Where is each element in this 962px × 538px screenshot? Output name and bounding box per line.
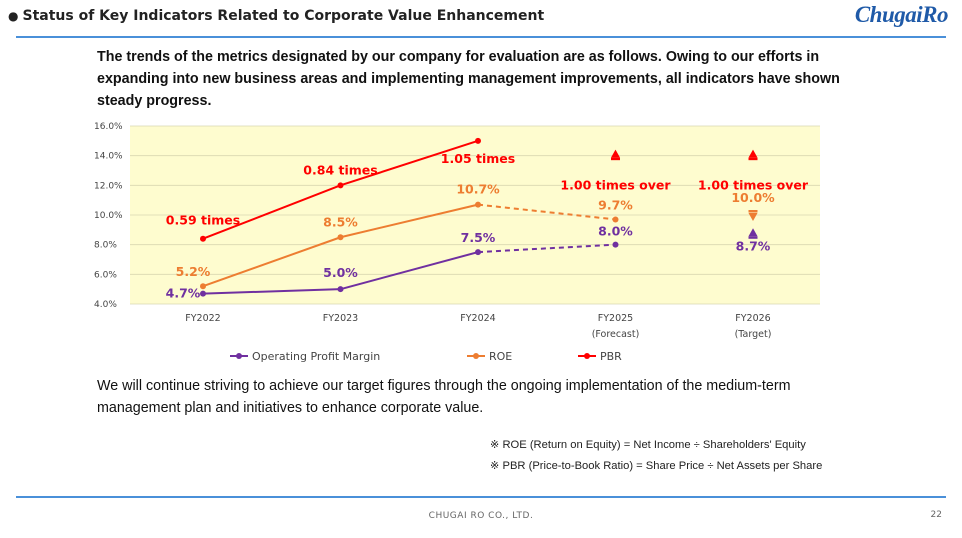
pbr-line-segment (340, 139, 479, 187)
roe-target-marker-base (748, 210, 758, 213)
x-tick-label: FY2025 (598, 313, 633, 324)
pbr-data-label: 1.00 times over (560, 178, 671, 193)
roe-data-label: 10.7% (456, 182, 500, 197)
legend-label: PBR (600, 350, 622, 363)
page-number: 22 (930, 510, 942, 520)
roe-target-marker (748, 213, 758, 221)
opm-point (337, 286, 344, 293)
x-tick-label: FY2026 (735, 313, 770, 324)
opm-data-label: 8.7% (736, 238, 771, 253)
definition-notes: ※ ROE (Return on Equity) = Net Income ÷ … (490, 435, 822, 477)
opm-target-marker-base (748, 236, 758, 239)
footer-divider (16, 496, 946, 498)
roe-point (612, 216, 619, 223)
roe-data-label: 9.7% (598, 197, 633, 212)
opm-target-marker (748, 228, 758, 237)
pbr-line-segment (202, 184, 341, 240)
pbr-point (337, 182, 344, 189)
roe-point (200, 283, 206, 290)
slide-title-text: Status of Key Indicators Related to Corp… (22, 8, 545, 24)
opm-point (200, 290, 206, 297)
pbr-target-marker-base (748, 157, 758, 161)
x-tick-label: FY2024 (460, 313, 495, 324)
x-tick-label: (Forecast) (592, 329, 640, 340)
slide-title: ● Status of Key Indicators Related to Cor… (8, 8, 544, 24)
opm-data-label: 8.0% (598, 224, 633, 239)
pbr-data-label: 1.00 times over (698, 178, 809, 193)
roe-definition-note: ※ ROE (Return on Equity) = Net Income ÷ … (490, 439, 806, 451)
legend-label: ROE (489, 350, 512, 363)
opm-data-label: 7.5% (461, 230, 496, 245)
roe-data-label: 10.0% (731, 190, 775, 205)
y-tick-label: 8.0% (94, 241, 117, 251)
title-divider (16, 36, 946, 38)
indicators-chart-svg: 4.0% 6.0% 8.0% 10.0% 12.0% 14.0% 16.0% FY2022 FY… (94, 122, 820, 363)
y-tick-label: 4.0% (94, 300, 117, 310)
pbr-forecast-marker (611, 149, 620, 158)
footer-company-name: CHUGAI RO CO., LTD. (428, 511, 534, 521)
x-tick-label: (Target) (735, 329, 772, 340)
roe-line-segment (202, 236, 341, 288)
pbr-point (200, 235, 206, 242)
legend-label: Operating Profit Margin (252, 350, 380, 363)
pbr-point (475, 137, 481, 144)
legend-marker (584, 353, 590, 359)
pbr-forecast-marker-base (611, 157, 620, 161)
roe-point (475, 201, 481, 208)
roe-data-label: 8.5% (323, 214, 358, 229)
title-bullet-icon: ● (8, 9, 19, 23)
pbr-data-label: 1.05 times (441, 151, 515, 166)
y-tick-label: 16.0% (94, 122, 123, 132)
y-tick-label: 10.0% (94, 211, 123, 221)
y-tick-label: 12.0% (94, 181, 123, 191)
y-tick-label: 14.0% (94, 152, 123, 162)
opm-point (475, 249, 481, 256)
legend-marker (473, 353, 479, 359)
opm-line-segment (340, 251, 479, 291)
x-tick-label: FY2022 (185, 313, 220, 324)
y-tick-label: 6.0% (94, 270, 117, 280)
roe-point (337, 234, 344, 241)
legend-marker (236, 353, 242, 359)
opm-line-segment (202, 288, 341, 295)
pbr-data-label: 0.59 times (166, 213, 240, 228)
intro-paragraph: The trends of the metrics designated by … (97, 49, 840, 109)
indicators-chart: 4.0% 6.0% 8.0% 10.0% 12.0% 14.0% 16.0% FY2022 FY… (60, 118, 860, 368)
opm-point (612, 241, 619, 248)
x-tick-label: FY2023 (323, 313, 358, 324)
roe-line-segment (340, 203, 479, 239)
closing-paragraph: We will continue striving to achieve our… (97, 378, 791, 416)
roe-data-label: 5.2% (176, 264, 211, 279)
opm-data-label: 4.7% (166, 286, 201, 301)
pbr-definition-note: ※ PBR (Price-to-Book Ratio) = Share Pric… (490, 460, 823, 472)
pbr-data-label: 0.84 times (303, 162, 377, 177)
opm-forecast-segment (477, 243, 616, 254)
opm-data-label: 5.0% (323, 265, 358, 280)
pbr-target-marker (748, 149, 758, 158)
company-logo: ChugaiRo (854, 2, 949, 27)
